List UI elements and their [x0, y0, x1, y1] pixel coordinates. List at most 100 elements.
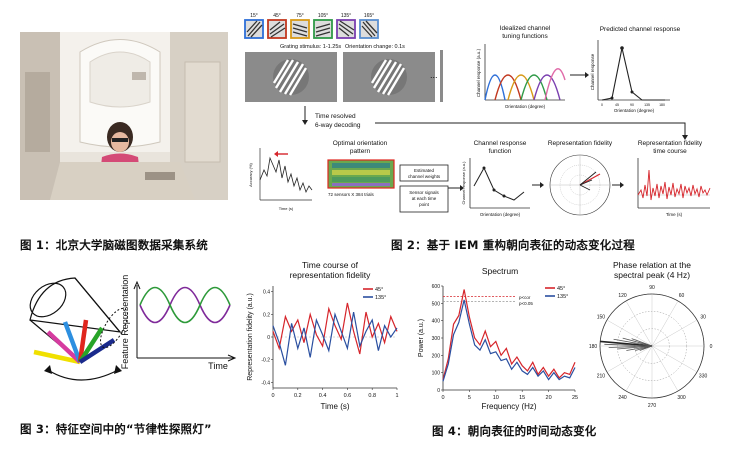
- crf-xlabel: Orientation (degree): [480, 212, 521, 217]
- meg-system-photo: [20, 32, 228, 200]
- figure-2-caption: 图 2：基于 IEM 重构朝向表征的动态变化过程: [391, 238, 635, 252]
- beam-blue: [62, 321, 83, 363]
- grating-stimulus-label: Grating stimulus: 1-1.25s: [280, 44, 341, 50]
- predicted-tick-0: 0: [601, 103, 603, 107]
- polar-angle-label: 210: [597, 374, 606, 380]
- polar-angle-label: 180: [589, 344, 598, 350]
- fidelity-course-xlabel: Time (s): [666, 212, 683, 217]
- timecourse-ytick-label: 0: [267, 335, 270, 341]
- figure-1-caption: 图 1：北京大学脑磁图数据采集系统: [20, 238, 208, 252]
- figure-4-phase-polar: Phase relation at the spectral peak (4 H…: [589, 260, 713, 409]
- polar-angle-label: 270: [648, 403, 657, 409]
- polar-spoke: [651, 319, 698, 347]
- spectrum-xtick-label: 0: [441, 395, 444, 401]
- meg-photo-illustration: [20, 32, 228, 200]
- accuracy-plot: Accuracy (%) Time (s): [248, 148, 313, 211]
- polar-vector: [639, 345, 653, 351]
- stimulus-frame-3: [440, 50, 443, 102]
- polar-angle-label: 30: [700, 315, 706, 321]
- polar-phase-vectors: [600, 337, 653, 351]
- swatch-165: 165°: [359, 13, 379, 39]
- predicted-tick-135: 135: [644, 103, 650, 107]
- polar-vector: [600, 340, 653, 347]
- polar-spoke: [625, 345, 653, 392]
- spectrum-ytick-label: 600: [432, 284, 441, 290]
- figure-2-iem-diagram: 15° 45° 75° 105° 135° 165° Grating stimu: [244, 13, 711, 217]
- spectrum-xtick-label: 20: [546, 395, 552, 401]
- figure-4-spectrum: Spectrum p<cor p<0.05 600500400300200100…: [418, 266, 578, 411]
- fidelity-course-plot: Time (s): [637, 158, 711, 217]
- idealized-tuning-plot: Channel response (a.u.) Orientation (deg…: [476, 44, 566, 109]
- polar-spoke: [606, 319, 653, 347]
- polar-angle-label: 0: [710, 344, 713, 350]
- orientation-label-165: 165°: [364, 13, 374, 19]
- predicted-xlabel: Orientation (degree): [614, 108, 655, 113]
- timecourse-xticks: 0 0.2 0.4 0.6 0.8 1: [271, 388, 399, 399]
- polar-spoke: [625, 300, 653, 347]
- figure-3-searchlight: Feature Representation Time: [29, 275, 237, 381]
- estimated-line1: Estimated: [414, 168, 435, 173]
- fidelity-course-line2: time course: [653, 148, 687, 155]
- orientation-label-45: 45°: [273, 13, 281, 19]
- timecourse-title-line1: Time course of: [302, 260, 359, 270]
- swatch-15: 15°: [244, 13, 264, 39]
- oscillation-plot: Feature Representation Time: [120, 275, 237, 371]
- feature-beams: [33, 319, 116, 365]
- timecourse-xtick-label: 0.2: [294, 393, 302, 399]
- predicted-tick-45: 45: [615, 103, 619, 107]
- polar-angle-label: 60: [679, 293, 685, 299]
- predicted-title: Predicted channel response: [600, 26, 681, 33]
- idealized-title-line2: tuning functions: [502, 33, 548, 40]
- swatch-45: 45°: [267, 13, 287, 39]
- timecourse-ytick-label: 0.2: [263, 312, 270, 318]
- figure-4-timecourse: Time course of representation fidelity 0…: [247, 260, 399, 411]
- spectrum-ylabel: Power (a.u.): [418, 319, 425, 357]
- fig3-xlabel: Time: [208, 361, 228, 371]
- spectrum-ytick-label: 300: [432, 336, 441, 342]
- pcor-label: p<cor: [519, 295, 531, 300]
- spectrum-ytick-label: 500: [432, 301, 441, 307]
- polar-vector: [613, 338, 653, 347]
- predicted-ylabel: Channel response: [590, 53, 595, 90]
- predicted-tick-90: 90: [630, 103, 634, 107]
- spectrum-ytick-label: 200: [432, 353, 441, 359]
- dashed-focus-ellipse: [100, 307, 128, 349]
- beam-magenta: [46, 330, 82, 364]
- polar-vector: [631, 338, 653, 347]
- beam-green: [78, 326, 104, 364]
- spectrum-line-1: [442, 299, 576, 382]
- predicted-response-plot: Channel response 0 45 90 135 180 Orienta…: [590, 40, 670, 113]
- rotation-arrow: [47, 369, 119, 381]
- legend-135-label: 135°: [375, 295, 386, 301]
- spectrum-legend: 45° 135°: [545, 286, 568, 300]
- spectrum-legend-45: 45°: [557, 286, 565, 292]
- polar-spoke: [606, 345, 653, 373]
- polar-spoke: [651, 345, 679, 392]
- crf-title-line2: function: [489, 148, 512, 155]
- timecourse-ytick-label: -0.2: [261, 358, 270, 364]
- timecourse-yticks: 0.4 0.2 0 -0.2 -0.4: [261, 290, 273, 386]
- polar-angle-label: 150: [597, 315, 606, 321]
- swatch-105: 105°: [313, 13, 333, 39]
- crf-ylabel: Channel response (a.u.): [461, 161, 466, 205]
- polar-angle-label: 90: [649, 285, 655, 291]
- fig3-ylabel: Feature Representation: [120, 275, 130, 370]
- timecourse-title-line2: representation fidelity: [290, 270, 372, 280]
- polar-vector: [604, 343, 653, 347]
- accuracy-xlabel: Time (s): [279, 206, 294, 211]
- p005-label: p<0.05: [519, 301, 533, 306]
- optimal-pattern-matrix: [327, 159, 395, 189]
- idealized-xlabel: Orientation (degree): [505, 104, 546, 109]
- swatch-75: 75°: [290, 13, 310, 39]
- timecourse-xtick-label: 0: [271, 393, 274, 399]
- sensors-trials-label: 72 sensors X 384 trials: [328, 192, 375, 197]
- timecourse-xtick-label: 0.6: [344, 393, 352, 399]
- timecourse-ytick-label: -0.4: [261, 380, 270, 386]
- fidelity-title: Representation fidelity: [548, 140, 613, 147]
- swatch-135: 135°: [336, 13, 356, 39]
- timecourse-line-0: [272, 302, 398, 355]
- phase-title-line2: spectral peak (4 Hz): [614, 270, 690, 280]
- sensor-line2: at each time: [412, 196, 437, 201]
- orientation-label-135: 135°: [341, 13, 351, 19]
- timecourse-xtick-label: 0.4: [319, 393, 327, 399]
